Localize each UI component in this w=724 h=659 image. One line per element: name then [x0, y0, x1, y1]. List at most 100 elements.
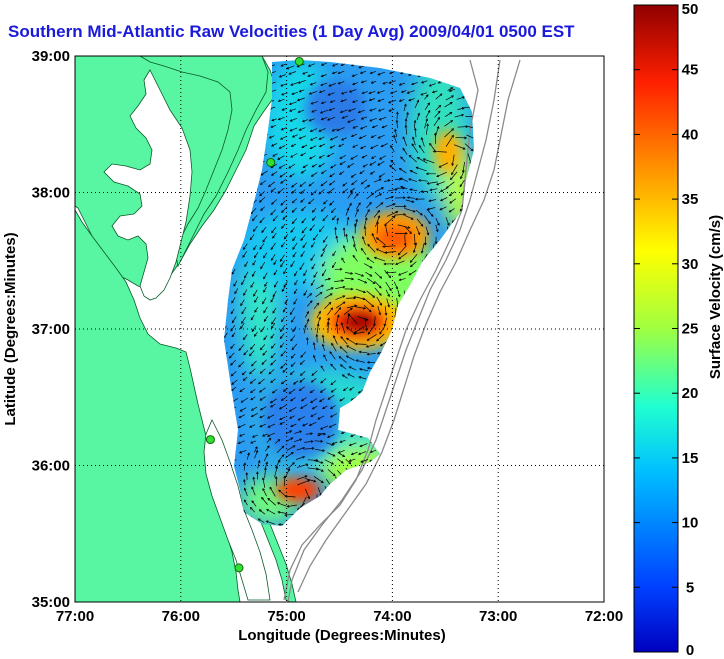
velocity-vector [239, 433, 245, 437]
velocity-vector [444, 120, 453, 127]
velocity-vector-head [313, 479, 317, 483]
velocity-vector [251, 270, 256, 277]
velocity-vector [279, 404, 287, 410]
velocity-vector [270, 378, 276, 383]
velocity-vector-head [412, 209, 416, 213]
y-axis-label: Latitude (Degrees:Minutes) [2, 232, 19, 425]
velocity-vector [400, 156, 406, 163]
velocity-vector-head [331, 217, 335, 221]
velocity-vector-head [276, 502, 280, 505]
velocity-vector-head [364, 280, 368, 284]
velocity-vector [416, 113, 420, 121]
velocity-vector [327, 116, 336, 121]
velocity-vector-head [409, 264, 413, 268]
velocity-vector [456, 96, 465, 100]
velocity-vector-head [426, 123, 429, 127]
velocity-vector [360, 145, 367, 149]
velocity-vector-head [332, 453, 336, 457]
velocity-vector-head [370, 146, 374, 149]
velocity-vector [271, 171, 278, 176]
velocity-vector-head [249, 390, 253, 394]
velocity-vector-head [338, 307, 342, 310]
velocity-vector [326, 442, 334, 446]
velocity-vector-head [340, 99, 344, 103]
velocity-vector-head [250, 414, 254, 418]
velocity-vector [370, 144, 379, 149]
velocity-vector [381, 143, 388, 147]
station-marker [205, 435, 215, 445]
velocity-vector [447, 87, 453, 91]
velocity-vector [251, 406, 258, 411]
velocity-vector [361, 100, 367, 103]
velocity-vector [281, 316, 285, 322]
velocity-vector-head [271, 321, 274, 325]
velocity-vector-head [273, 272, 277, 276]
velocity-vector-head [268, 135, 272, 139]
velocity-vector [280, 83, 288, 87]
velocity-vector [259, 217, 265, 223]
velocity-vector-head [355, 218, 358, 222]
velocity-vector-head [433, 132, 437, 136]
velocity-vector [323, 236, 328, 243]
velocity-vector [364, 317, 368, 331]
velocity-vector-head [326, 118, 330, 121]
velocity-vector-head [282, 217, 286, 221]
velocity-vector [354, 306, 366, 309]
velocity-vector [330, 100, 336, 103]
velocity-vector-head [377, 72, 381, 76]
velocity-vector [264, 281, 268, 287]
velocity-vector-head [264, 284, 267, 287]
velocity-vector-head [319, 399, 322, 402]
velocity-vector [366, 192, 374, 200]
velocity-vector-head [230, 311, 234, 315]
velocity-vector [322, 214, 329, 221]
velocity-vector-head [320, 171, 324, 174]
y-tick-label: 37:00 [32, 321, 70, 338]
velocity-vector [289, 101, 297, 105]
velocity-vector [230, 324, 236, 332]
velocity-vector [416, 218, 424, 227]
velocity-vector [339, 154, 347, 159]
velocity-vector-head [271, 390, 275, 394]
velocity-vector-head [459, 184, 463, 188]
velocity-vector [264, 467, 266, 479]
velocity-vector-head [437, 116, 440, 120]
velocity-vector [292, 134, 298, 138]
velocity-vector-head [243, 462, 247, 466]
velocity-vector [373, 210, 380, 218]
velocity-vector-head [242, 337, 246, 341]
velocity-vector [279, 416, 286, 421]
velocity-vector-head [279, 259, 283, 262]
velocity-vector [453, 144, 466, 150]
velocity-vector-head [375, 237, 379, 240]
velocity-vector [253, 477, 256, 486]
velocity-vector-head [301, 119, 305, 123]
velocity-vector-head [379, 193, 382, 196]
velocity-vector [304, 447, 314, 450]
velocity-vector-head [339, 162, 343, 165]
velocity-vector [254, 450, 258, 459]
velocity-vector [308, 63, 315, 67]
velocity-vector [466, 134, 474, 140]
velocity-vector-head [288, 72, 292, 75]
velocity-vector-head [328, 301, 332, 305]
velocity-vector-head [435, 229, 439, 233]
velocity-vector [350, 187, 355, 193]
velocity-vector [345, 272, 353, 274]
velocity-vector-head [351, 277, 355, 281]
velocity-vector-head [257, 518, 261, 522]
velocity-vector [250, 396, 256, 400]
velocity-vector [250, 343, 256, 350]
velocity-vector-head [440, 198, 443, 202]
velocity-vector [435, 93, 443, 100]
velocity-vector [263, 287, 267, 293]
velocity-vector-head [393, 134, 396, 138]
velocity-vector-head [292, 238, 295, 242]
velocity-vector-head [383, 323, 387, 327]
velocity-vector-head [395, 119, 399, 123]
velocity-vector [440, 197, 448, 202]
velocity-vector [346, 326, 355, 334]
velocity-vector-head [291, 200, 295, 204]
velocity-vector [351, 451, 358, 455]
velocity-vector [238, 414, 245, 419]
